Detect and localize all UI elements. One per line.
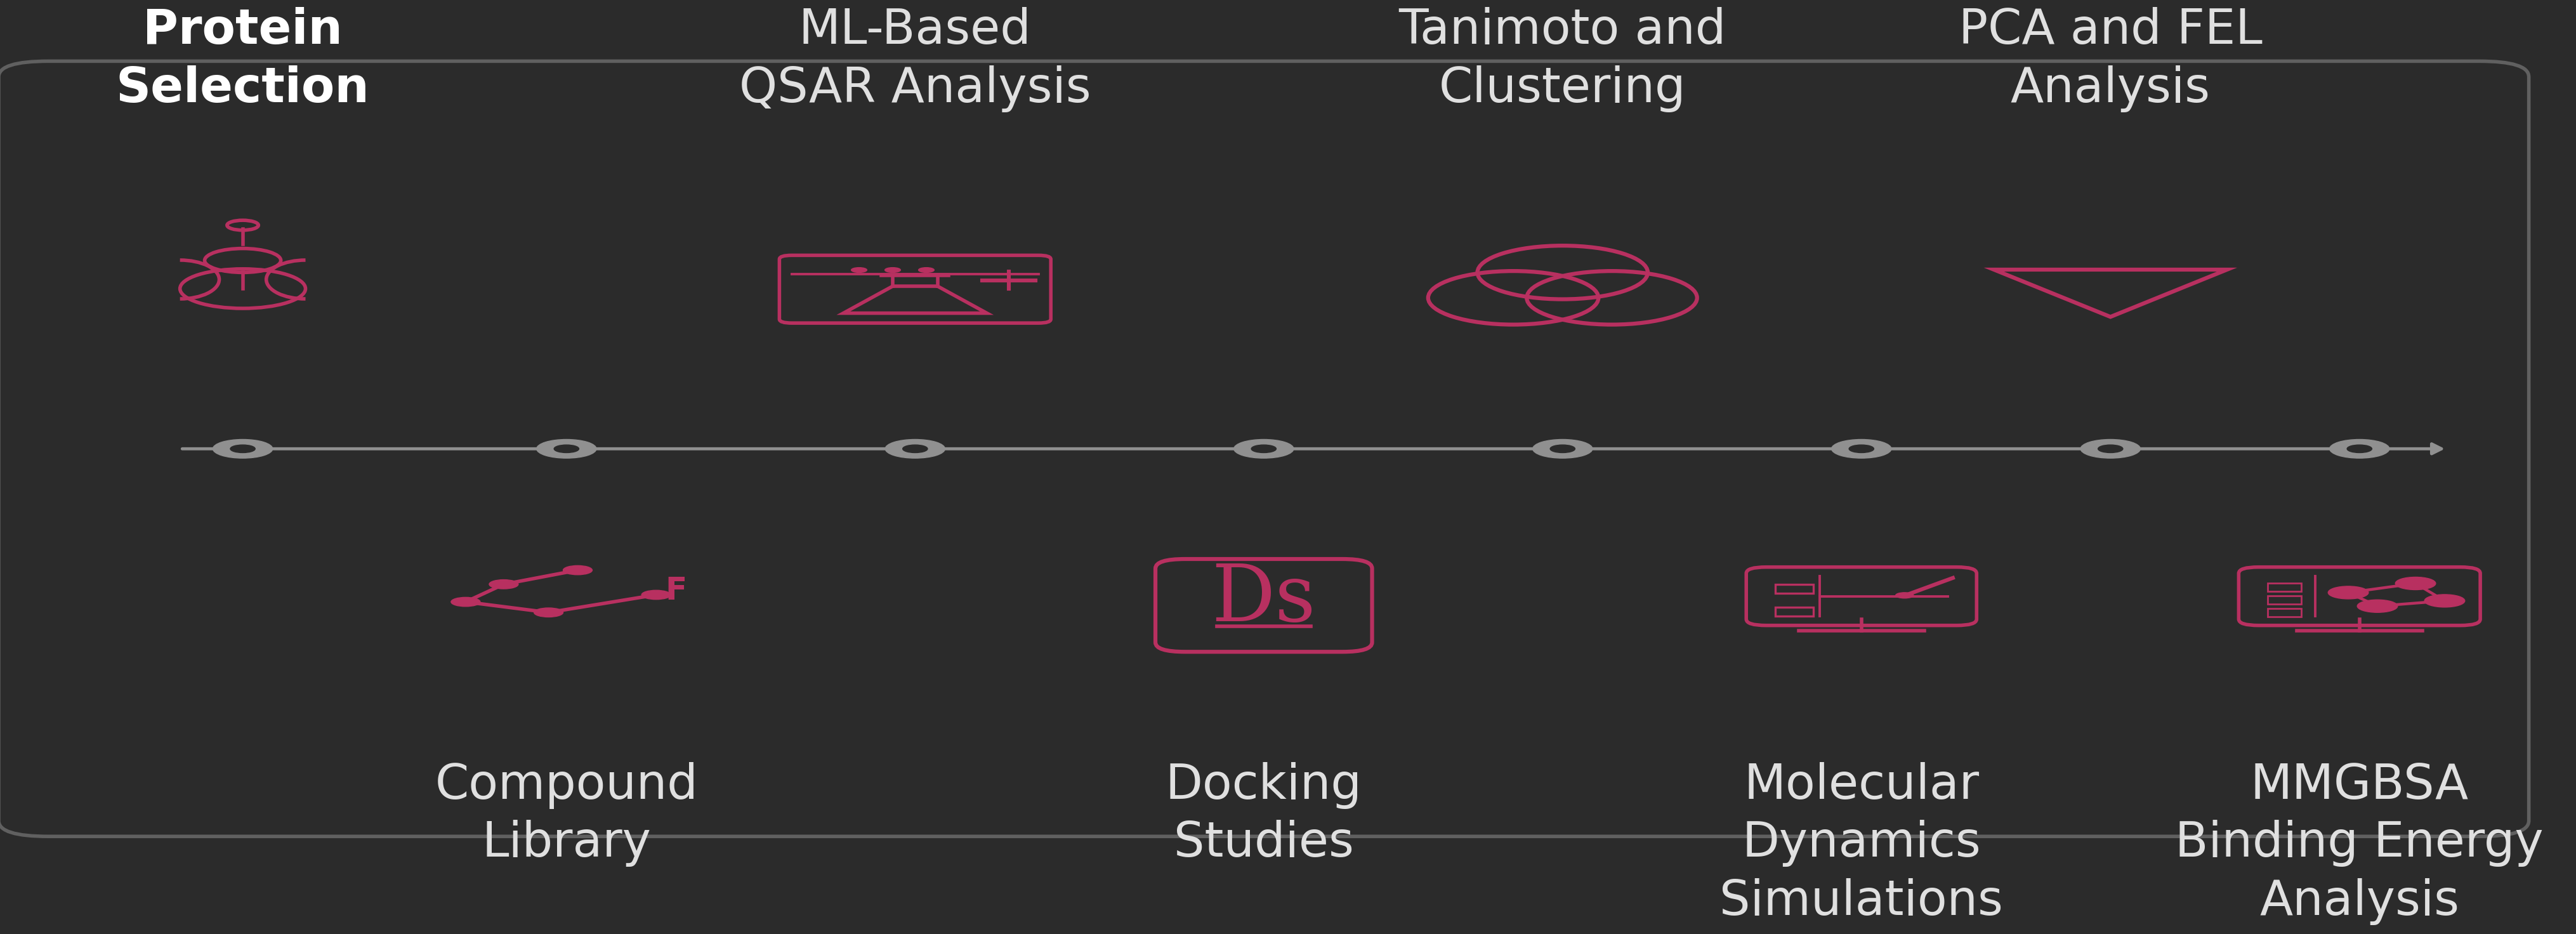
- Circle shape: [886, 267, 902, 273]
- Circle shape: [1896, 592, 1914, 598]
- Circle shape: [489, 580, 518, 588]
- Circle shape: [451, 598, 479, 606]
- Circle shape: [564, 566, 592, 574]
- Text: Protein
Selection: Protein Selection: [116, 7, 368, 112]
- Circle shape: [2424, 594, 2465, 607]
- Circle shape: [536, 439, 598, 459]
- Circle shape: [886, 439, 945, 459]
- Circle shape: [920, 267, 935, 273]
- Text: Molecular
Dynamics
Simulations: Molecular Dynamics Simulations: [1721, 762, 2004, 925]
- Circle shape: [2396, 577, 2437, 589]
- Text: F: F: [665, 575, 688, 606]
- Text: Docking
Studies: Docking Studies: [1164, 762, 1363, 867]
- Circle shape: [229, 445, 255, 453]
- Circle shape: [554, 445, 580, 453]
- Circle shape: [2329, 587, 2367, 599]
- Circle shape: [1252, 445, 1275, 453]
- Circle shape: [1234, 439, 1293, 459]
- Circle shape: [1832, 439, 1891, 459]
- Text: Tanimoto and
Clustering: Tanimoto and Clustering: [1399, 7, 1726, 112]
- Circle shape: [533, 608, 564, 617]
- FancyBboxPatch shape: [0, 61, 2530, 837]
- Circle shape: [214, 439, 273, 459]
- Circle shape: [2329, 439, 2391, 459]
- Text: ML-Based
QSAR Analysis: ML-Based QSAR Analysis: [739, 7, 1092, 112]
- Circle shape: [2347, 445, 2372, 453]
- Circle shape: [641, 590, 670, 600]
- Circle shape: [2081, 439, 2141, 459]
- Circle shape: [2097, 445, 2123, 453]
- Circle shape: [1850, 445, 1873, 453]
- Text: Compound
Library: Compound Library: [435, 762, 698, 867]
- Circle shape: [902, 445, 927, 453]
- Text: Ds: Ds: [1211, 561, 1316, 638]
- Text: MMGBSA
Binding Energy
Analysis: MMGBSA Binding Energy Analysis: [2174, 762, 2543, 925]
- Circle shape: [850, 267, 868, 273]
- Text: PCA and FEL
Analysis: PCA and FEL Analysis: [1958, 7, 2262, 112]
- Circle shape: [2357, 600, 2398, 613]
- Circle shape: [1533, 439, 1592, 459]
- Circle shape: [1551, 445, 1574, 453]
